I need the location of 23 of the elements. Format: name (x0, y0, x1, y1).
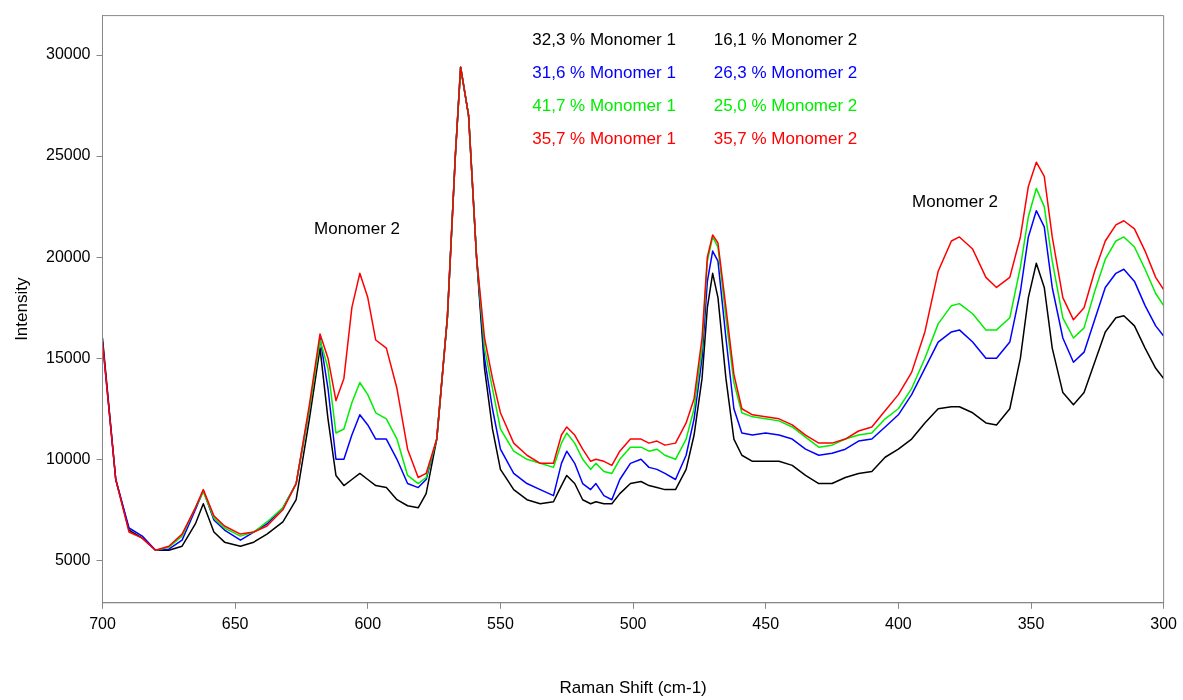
x-tick-label: 550 (487, 614, 514, 632)
x-tick-label: 600 (354, 614, 382, 632)
annotation: Monomer 2 (314, 218, 400, 238)
x-tick-label: 500 (619, 614, 647, 632)
text: 31,6 % Monomer 1 26,3 % Monomer 2 (532, 63, 858, 83)
x-axis-title: Raman Shift (cm-1) (559, 677, 707, 697)
text: 35,7 % Monomer 1 35,7 % Monomer 2 (532, 129, 858, 149)
y-axis-title: Intensity (11, 277, 31, 341)
x-tick-label: 450 (752, 614, 780, 632)
y-tick-label: 10000 (45, 449, 91, 467)
text: 41,7 % Monomer 1 25,0 % Monomer 2 (532, 96, 858, 116)
text: 32,3 % Monomer 1 16,1 % Monomer 2 (532, 30, 858, 50)
annotation: Monomer 2 (912, 191, 998, 211)
x-tick-label: 700 (89, 614, 116, 632)
y-tick-label: 5000 (54, 550, 91, 568)
x-tick-label: 350 (1017, 614, 1045, 632)
x-tick-label: 300 (1150, 614, 1178, 632)
y-tick-label: 25000 (45, 146, 91, 164)
x-tick-label: 400 (885, 614, 912, 632)
y-tick-label: 30000 (45, 45, 91, 63)
y-tick-label: 20000 (45, 247, 91, 265)
y-tick-label: 15000 (45, 348, 91, 366)
x-tick-label: 650 (221, 614, 249, 632)
